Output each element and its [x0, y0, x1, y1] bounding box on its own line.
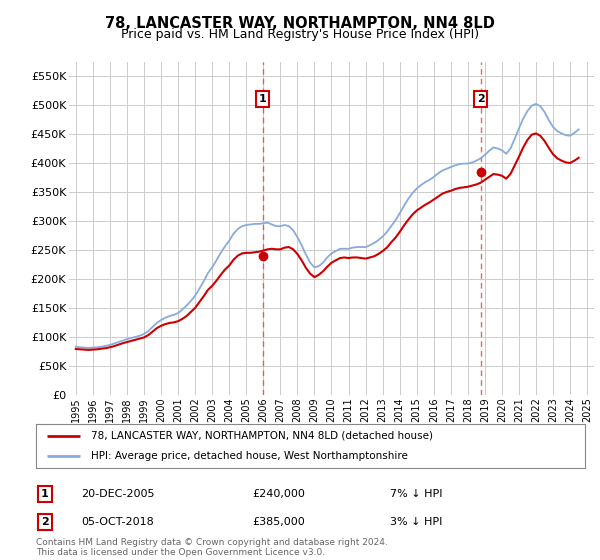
- Text: 05-OCT-2018: 05-OCT-2018: [81, 517, 154, 527]
- Text: 20-DEC-2005: 20-DEC-2005: [81, 489, 155, 499]
- Text: 1: 1: [259, 94, 266, 104]
- Text: HPI: Average price, detached house, West Northamptonshire: HPI: Average price, detached house, West…: [91, 451, 408, 461]
- Text: 78, LANCASTER WAY, NORTHAMPTON, NN4 8LD: 78, LANCASTER WAY, NORTHAMPTON, NN4 8LD: [105, 16, 495, 31]
- Text: 2: 2: [41, 517, 49, 527]
- Text: Price paid vs. HM Land Registry's House Price Index (HPI): Price paid vs. HM Land Registry's House …: [121, 28, 479, 41]
- Text: 1: 1: [41, 489, 49, 499]
- Text: Contains HM Land Registry data © Crown copyright and database right 2024.
This d: Contains HM Land Registry data © Crown c…: [36, 538, 388, 557]
- Text: £240,000: £240,000: [252, 489, 305, 499]
- Text: 3% ↓ HPI: 3% ↓ HPI: [390, 517, 442, 527]
- Text: 78, LANCASTER WAY, NORTHAMPTON, NN4 8LD (detached house): 78, LANCASTER WAY, NORTHAMPTON, NN4 8LD …: [91, 431, 433, 441]
- Text: 2: 2: [477, 94, 485, 104]
- Text: 7% ↓ HPI: 7% ↓ HPI: [390, 489, 443, 499]
- Text: £385,000: £385,000: [252, 517, 305, 527]
